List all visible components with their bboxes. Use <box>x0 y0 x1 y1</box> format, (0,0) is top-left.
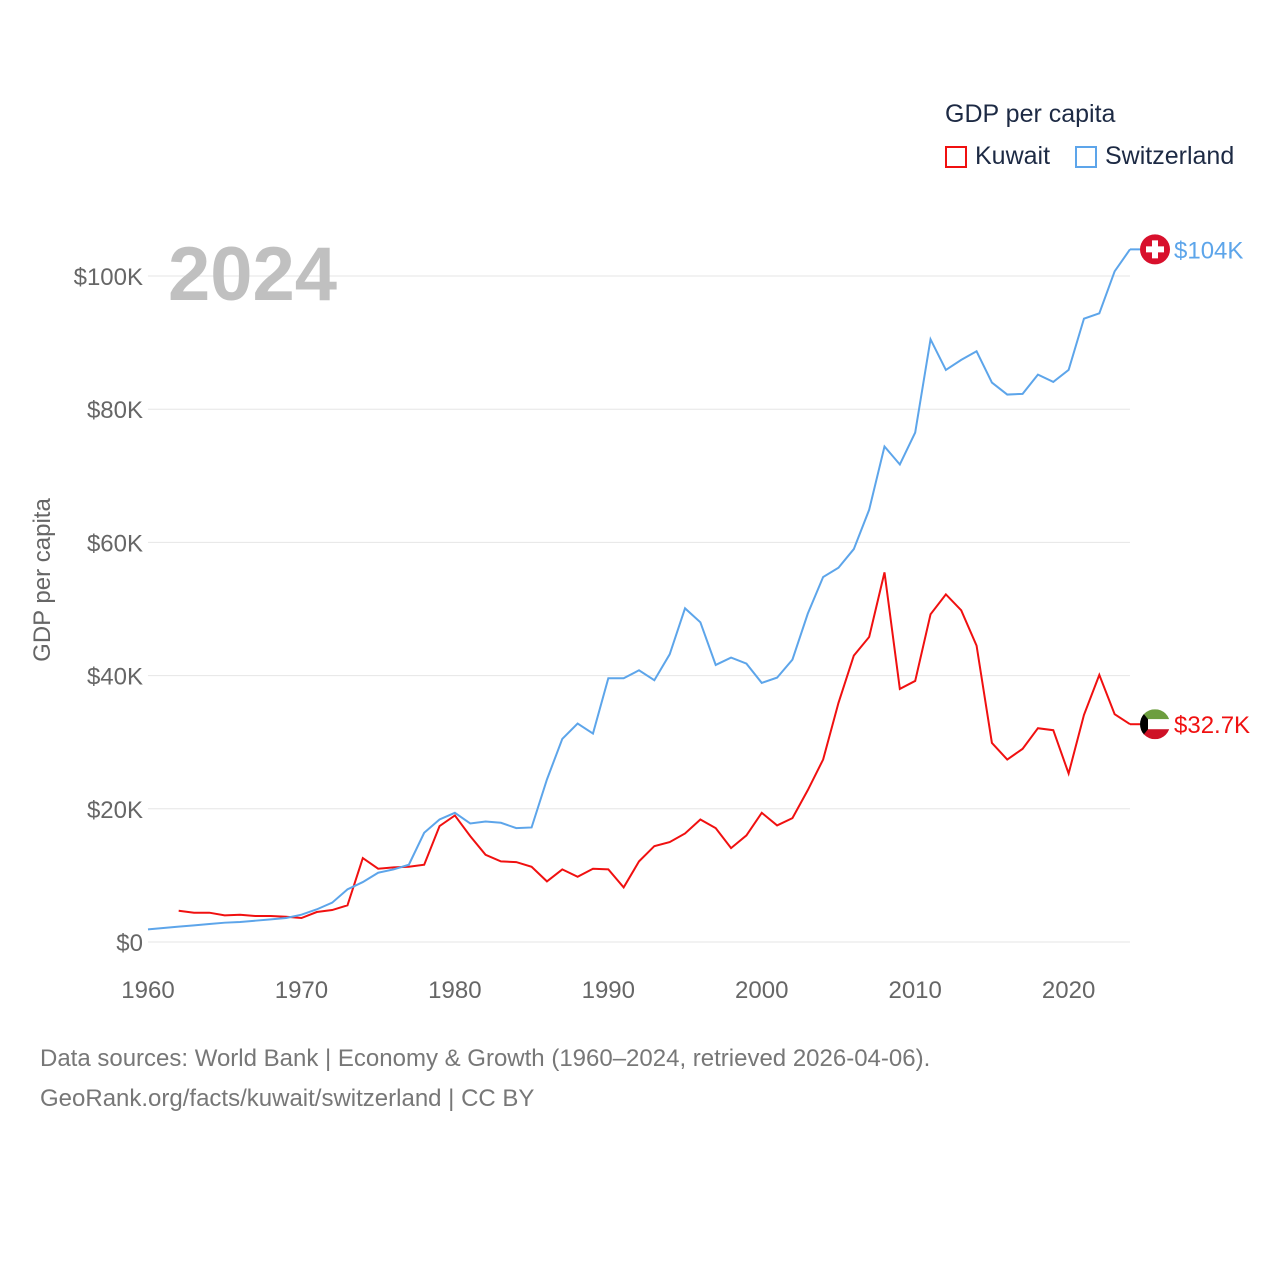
legend-item-switzerland[interactable]: Switzerland <box>1075 142 1234 171</box>
source-link[interactable]: GeoRank.org/facts/kuwait/switzerland | C… <box>40 1085 535 1112</box>
x-tick-label: 1960 <box>121 977 174 1004</box>
y-axis-label: GDP per capita <box>29 498 56 662</box>
legend-label: Kuwait <box>975 142 1051 170</box>
x-tick-label: 2000 <box>735 977 788 1004</box>
x-tick-label: 1990 <box>582 977 635 1004</box>
x-tick-label: 2010 <box>888 977 941 1004</box>
y-tick-label: $100K <box>74 264 143 291</box>
year-label: 2024 <box>168 232 337 317</box>
legend-title: GDP per capita <box>945 100 1116 128</box>
end-value-label: $104K <box>1174 237 1243 264</box>
series-line-kuwait <box>178 572 1131 920</box>
legend-swatch-kuwait <box>945 145 967 168</box>
series-line-switzerland <box>147 248 1131 931</box>
switzerland-flag-icon <box>1140 234 1170 265</box>
end-value-label: $32.7K <box>1174 712 1250 739</box>
legend-label: Switzerland <box>1105 142 1235 170</box>
x-tick-label: 2020 <box>1042 977 1095 1004</box>
x-tick-label: 1970 <box>275 977 328 1004</box>
y-tick-label: $0 <box>116 930 143 957</box>
y-tick-label: $40K <box>87 664 143 691</box>
legend-swatch-switzerland <box>1075 145 1097 168</box>
source-note: Data sources: World Bank | Economy & Gro… <box>40 1045 931 1072</box>
legend-item-kuwait[interactable]: Kuwait <box>945 142 1050 171</box>
x-tick-label: 1980 <box>428 977 481 1004</box>
y-tick-label: $60K <box>87 530 143 557</box>
kuwait-flag-icon <box>1140 709 1170 740</box>
y-tick-label: $20K <box>87 797 143 824</box>
y-tick-label: $80K <box>87 397 143 424</box>
